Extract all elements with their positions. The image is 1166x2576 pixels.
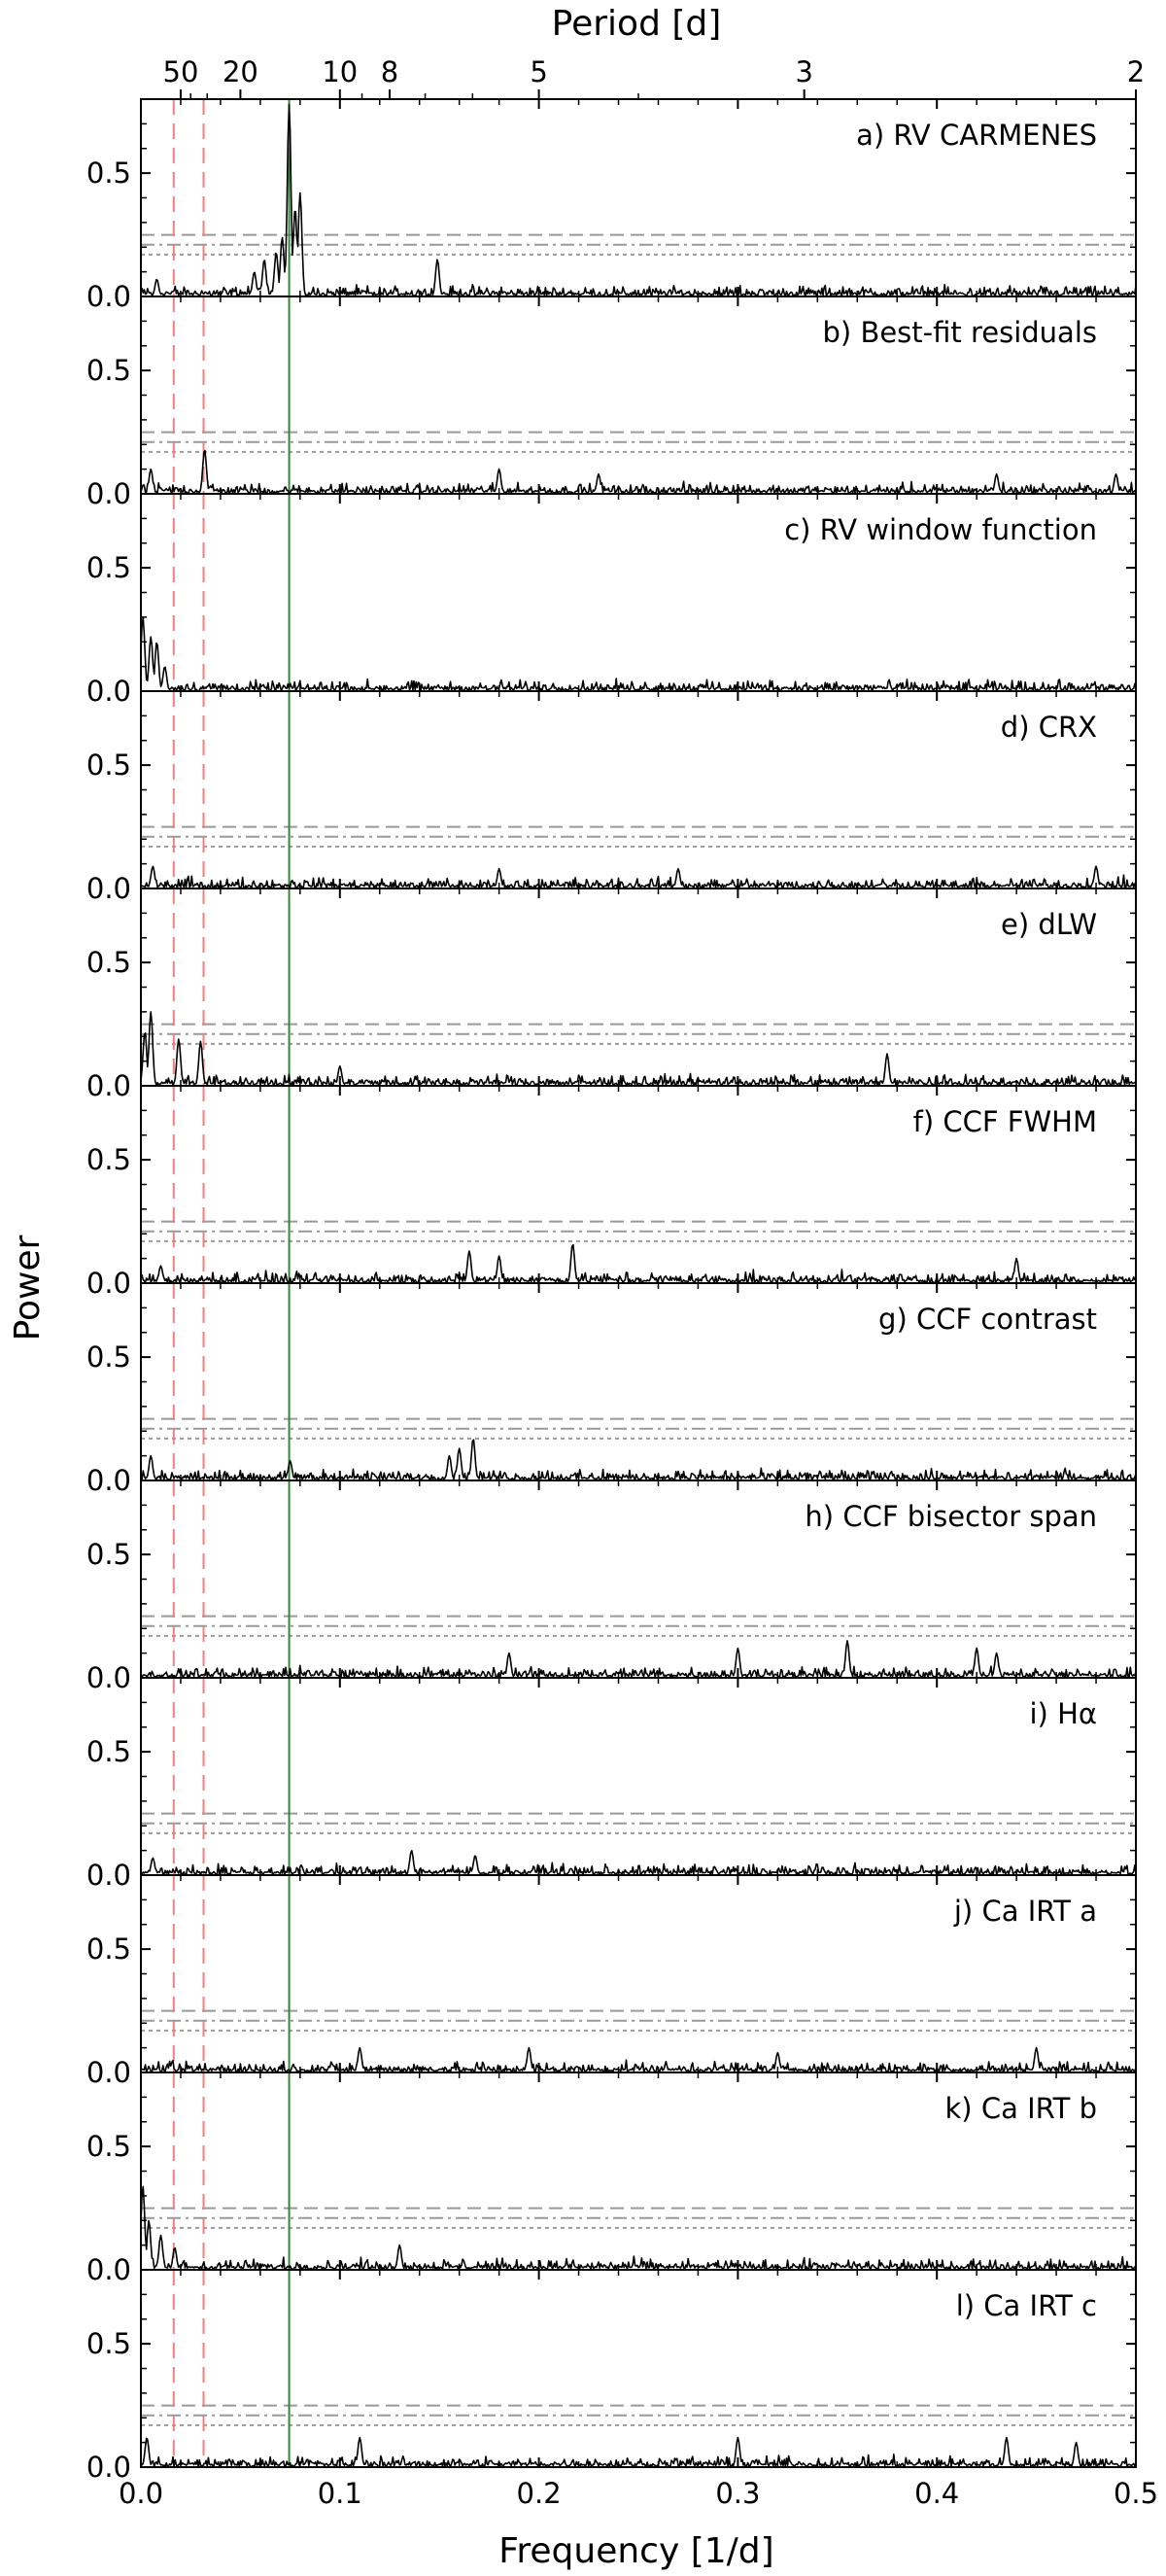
y-tick-label: 0.0 <box>86 1267 131 1300</box>
panel-i: 0.0 0.5 i) Hα <box>86 1677 1137 1892</box>
y-tick-label: 0.5 <box>86 1538 131 1571</box>
y-tick-label: 0.0 <box>86 2056 131 2089</box>
period-tick-label: 20 <box>223 55 258 88</box>
power-series-line <box>140 865 1137 889</box>
y-tick-label: 0.0 <box>86 1464 131 1497</box>
period-tick-label: 50 <box>163 55 199 88</box>
y-tick-label: 0.0 <box>86 1859 131 1892</box>
top-period-axis: 50 20 10 8 5 3 2 <box>163 55 1145 99</box>
panel-label: c) RV window function <box>784 513 1097 546</box>
power-series-line <box>140 1439 1137 1481</box>
panel-stack: 0.0 0.5 a) RV CARMENES 0.0 0.5 b) Best-fit re… <box>86 98 1137 2484</box>
x-tick-label: 0.0 <box>119 2477 163 2510</box>
power-series-line <box>140 2046 1137 2073</box>
panel-b: 0.0 0.5 b) Best-fit residuals <box>86 296 1137 510</box>
panel-label: e) dLW <box>1001 908 1097 941</box>
period-tick-label: 5 <box>530 55 547 88</box>
y-tick-label: 0.5 <box>86 946 131 979</box>
y-tick-label: 0.5 <box>86 748 131 782</box>
y-tick-label: 0.0 <box>86 1661 131 1694</box>
y-tick-label: 0.5 <box>86 354 131 387</box>
power-series-line <box>140 1640 1137 1679</box>
y-tick-label: 0.0 <box>86 872 131 905</box>
y-tick-label: 0.0 <box>86 2451 131 2484</box>
power-series-line <box>140 1850 1137 1876</box>
panel-label: g) CCF contrast <box>878 1303 1097 1336</box>
top-axis-title: Period [d] <box>552 4 722 44</box>
x-tick-label: 0.3 <box>715 2477 760 2510</box>
y-tick-label: 0.5 <box>86 157 131 190</box>
y-tick-label: 0.0 <box>86 477 131 510</box>
y-tick-label: 0.5 <box>86 2327 131 2360</box>
panel-k: 0.0 0.5 k) Ca IRT b <box>86 2071 1137 2286</box>
y-tick-label: 0.0 <box>86 1069 131 1102</box>
panel-f: 0.0 0.5 f) CCF FWHM <box>86 1085 1137 1300</box>
y-tick-label: 0.5 <box>86 1340 131 1374</box>
panel-label: i) Hα <box>1029 1697 1097 1730</box>
x-tick-label: 0.1 <box>318 2477 362 2510</box>
y-tick-label: 0.5 <box>86 1143 131 1176</box>
y-tick-label: 0.5 <box>86 1932 131 1966</box>
panel-j: 0.0 0.5 j) Ca IRT a <box>86 1874 1137 2089</box>
y-tick-label: 0.0 <box>86 675 131 708</box>
panel-label: a) RV CARMENES <box>856 119 1097 152</box>
panel-label: d) CRX <box>1001 711 1097 744</box>
y-tick-label: 0.5 <box>86 1735 131 1768</box>
panel-e: 0.0 0.5 e) dLW <box>86 888 1137 1102</box>
bottom-frequency-axis: 0.0 0.1 0.2 0.3 0.4 0.5 <box>119 2477 1158 2510</box>
panel-a: 0.0 0.5 a) RV CARMENES <box>86 98 1137 313</box>
period-tick-label: 3 <box>795 55 812 88</box>
power-series-line <box>140 1243 1137 1284</box>
x-tick-label: 0.2 <box>517 2477 562 2510</box>
panel-label: f) CCF FWHM <box>913 1105 1097 1138</box>
power-series-line <box>140 2185 1137 2271</box>
panel-l: 0.0 0.5 l) Ca IRT c <box>86 2269 1137 2484</box>
panel-label: j) Ca IRT a <box>953 1895 1097 1928</box>
period-tick-label: 2 <box>1127 55 1145 88</box>
panel-g: 0.0 0.5 g) CCF contrast <box>86 1282 1137 1497</box>
power-series-line <box>140 2436 1137 2468</box>
power-series-line <box>140 616 1137 692</box>
panel-label: k) Ca IRT b <box>945 2092 1098 2125</box>
y-tick-label: 0.5 <box>86 551 131 584</box>
y-tick-label: 0.5 <box>86 2130 131 2163</box>
period-tick-label: 8 <box>381 55 398 88</box>
panel-label: b) Best-fit residuals <box>823 316 1098 349</box>
x-tick-label: 0.4 <box>914 2477 959 2510</box>
period-tick-label: 10 <box>322 55 358 88</box>
power-series-line <box>140 103 1137 297</box>
y-axis-title: Power <box>8 1235 48 1340</box>
panel-label: l) Ca IRT c <box>956 2289 1097 2322</box>
panel-h: 0.0 0.5 h) CCF bisector span <box>86 1479 1137 1694</box>
power-series-line <box>140 1011 1137 1087</box>
x-axis-title: Frequency [1/d] <box>498 2531 773 2571</box>
panel-d: 0.0 0.5 d) CRX <box>86 690 1137 905</box>
panel-label: h) CCF bisector span <box>805 1500 1097 1533</box>
y-tick-label: 0.0 <box>86 280 131 313</box>
x-tick-label: 0.5 <box>1114 2477 1158 2510</box>
y-tick-label: 0.0 <box>86 2253 131 2286</box>
